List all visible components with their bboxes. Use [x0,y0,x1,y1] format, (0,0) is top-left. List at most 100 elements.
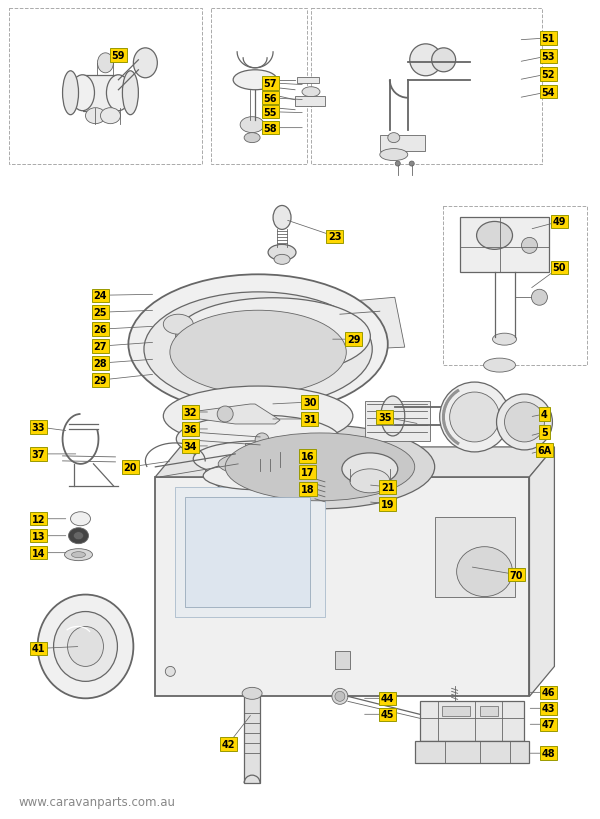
Ellipse shape [300,446,340,462]
Ellipse shape [68,627,103,667]
Ellipse shape [100,109,121,124]
Ellipse shape [144,292,372,407]
Ellipse shape [274,255,290,265]
Ellipse shape [244,133,260,143]
Polygon shape [155,477,529,696]
Bar [443,207,587,365]
Ellipse shape [53,612,118,681]
Bar [244,694,260,783]
Bar [211,9,307,165]
Ellipse shape [505,402,544,442]
Text: 28: 28 [94,359,107,369]
Ellipse shape [62,72,79,115]
Ellipse shape [85,109,106,124]
Ellipse shape [302,88,320,97]
Ellipse shape [273,206,291,230]
Ellipse shape [308,468,332,480]
Text: 43: 43 [542,704,555,713]
Ellipse shape [38,595,133,699]
Ellipse shape [410,45,442,77]
Text: 26: 26 [94,325,107,335]
Ellipse shape [350,469,390,493]
Ellipse shape [205,425,434,509]
Ellipse shape [71,75,94,111]
Ellipse shape [388,133,400,143]
Bar [460,218,550,273]
Bar [245,443,273,459]
Ellipse shape [476,222,512,250]
Bar [365,401,430,441]
Bar [335,652,350,670]
Text: 47: 47 [542,719,555,730]
Bar [8,9,202,165]
Ellipse shape [176,415,340,464]
Text: 16: 16 [301,451,315,461]
Bar [442,707,470,717]
Text: 55: 55 [263,107,277,118]
Text: 23: 23 [328,232,341,242]
Text: 49: 49 [553,217,566,227]
Text: 59: 59 [112,51,125,61]
Ellipse shape [176,298,370,375]
Ellipse shape [233,70,277,91]
Ellipse shape [332,689,348,704]
Text: 51: 51 [542,34,555,43]
Ellipse shape [71,552,85,558]
Text: 29: 29 [94,376,107,386]
Text: 70: 70 [510,570,523,580]
Ellipse shape [484,359,515,373]
Ellipse shape [449,392,500,442]
Ellipse shape [225,433,415,501]
Ellipse shape [122,72,139,115]
Ellipse shape [163,314,193,335]
Text: 42: 42 [221,740,235,749]
Ellipse shape [133,49,157,79]
Text: 57: 57 [263,79,277,88]
Ellipse shape [457,547,512,597]
Text: 17: 17 [301,468,315,477]
Polygon shape [315,298,405,351]
Polygon shape [529,447,554,696]
Text: 35: 35 [378,413,392,423]
Text: 44: 44 [381,694,395,704]
Ellipse shape [106,75,130,111]
Ellipse shape [170,311,346,395]
Ellipse shape [277,446,283,452]
Text: 37: 37 [32,450,46,459]
Text: 12: 12 [32,514,46,524]
Ellipse shape [381,396,405,437]
Text: 48: 48 [542,749,555,758]
Ellipse shape [521,238,538,254]
Bar [297,78,319,84]
Text: 6A: 6A [538,446,551,455]
Ellipse shape [268,245,296,261]
Ellipse shape [431,49,455,73]
Ellipse shape [255,433,269,447]
Text: 21: 21 [381,482,395,492]
Ellipse shape [440,382,509,452]
Text: 36: 36 [184,424,197,434]
Text: 52: 52 [542,70,555,79]
Text: 54: 54 [542,88,555,97]
Text: 13: 13 [32,531,46,541]
Ellipse shape [71,512,91,526]
Text: 18: 18 [301,484,315,494]
Text: 27: 27 [94,342,107,351]
Text: 34: 34 [184,441,197,451]
Bar [83,75,118,111]
Text: 41: 41 [32,644,46,654]
Text: 24: 24 [94,291,107,301]
Ellipse shape [233,468,283,484]
Text: 19: 19 [381,499,395,509]
Bar [295,97,325,106]
Text: www.caravanparts.com.au: www.caravanparts.com.au [19,794,176,808]
Ellipse shape [409,162,414,167]
Bar [175,487,325,617]
Text: 20: 20 [124,462,137,473]
Bar [420,701,524,741]
Text: 50: 50 [553,263,566,273]
Text: 14: 14 [32,548,46,558]
Ellipse shape [532,290,547,305]
Ellipse shape [217,406,233,423]
Text: 4: 4 [541,410,548,419]
